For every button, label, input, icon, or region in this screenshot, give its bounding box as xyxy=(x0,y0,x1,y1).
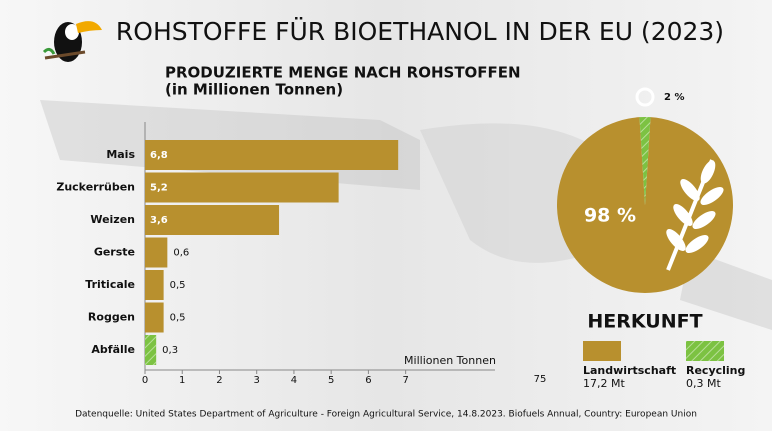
x-tick-label: 2 xyxy=(216,375,222,386)
category-label: Weizen xyxy=(90,213,135,226)
x-tick-label: 3 xyxy=(254,375,260,386)
category-label: Zuckerrüben xyxy=(56,181,135,194)
x-tick-label: 6 xyxy=(365,375,371,386)
value-label: 0,6 xyxy=(173,248,189,259)
legend-swatch xyxy=(583,341,621,361)
legend-label: Recycling xyxy=(686,364,745,377)
bar-hatch xyxy=(145,335,157,365)
legend-sublabel: 17,2 Mt xyxy=(583,377,625,390)
bar-chart-subtitle: (in Millionen Tonnen) xyxy=(165,81,343,99)
bar xyxy=(145,270,164,300)
recycle-icon xyxy=(635,87,655,107)
x-tick-label: 7 xyxy=(402,375,408,386)
value-label: 3,6 xyxy=(150,215,168,226)
pie-slice-hatch xyxy=(639,117,651,205)
value-label: 0,3 xyxy=(162,345,178,356)
stray-label: 75 xyxy=(534,374,547,385)
bar xyxy=(145,205,280,235)
pie-value-label: 98 % xyxy=(584,205,636,227)
pie-title: HERKUNFT xyxy=(587,311,702,333)
category-label: Roggen xyxy=(88,311,135,324)
x-tick-label: 5 xyxy=(328,375,334,386)
page-title: ROHSTOFFE FÜR BIOETHANOL IN DER EU (2023… xyxy=(116,17,724,46)
value-label: 5,2 xyxy=(150,183,168,194)
legend-label: Landwirtschaft xyxy=(583,364,676,377)
bar xyxy=(145,140,399,170)
x-tick-label: 1 xyxy=(179,375,185,386)
category-label: Abfälle xyxy=(91,343,135,356)
value-label: 6,8 xyxy=(150,150,168,161)
category-label: Triticale xyxy=(85,278,135,291)
value-label: 0,5 xyxy=(170,280,186,291)
wheat-icon xyxy=(666,159,724,271)
pie-value-label: 2 % xyxy=(664,92,684,103)
legend-sublabel: 0,3 Mt xyxy=(686,377,721,390)
toucan-logo xyxy=(42,21,102,62)
bar-chart-title: PRODUZIERTE MENGE NACH ROHSTOFFEN xyxy=(165,64,521,82)
bar xyxy=(145,237,168,268)
category-label: Mais xyxy=(106,148,135,161)
x-tick-label: 0 xyxy=(142,375,148,386)
value-label: 0,5 xyxy=(170,313,186,324)
bar xyxy=(145,302,164,333)
bar xyxy=(145,172,339,203)
source: Datenquelle: United States Department of… xyxy=(75,410,697,420)
legend-swatch-hatch xyxy=(686,341,724,361)
x-axis-label: Millionen Tonnen xyxy=(404,354,496,367)
x-tick-label: 4 xyxy=(291,375,297,386)
category-label: Gerste xyxy=(94,246,135,259)
